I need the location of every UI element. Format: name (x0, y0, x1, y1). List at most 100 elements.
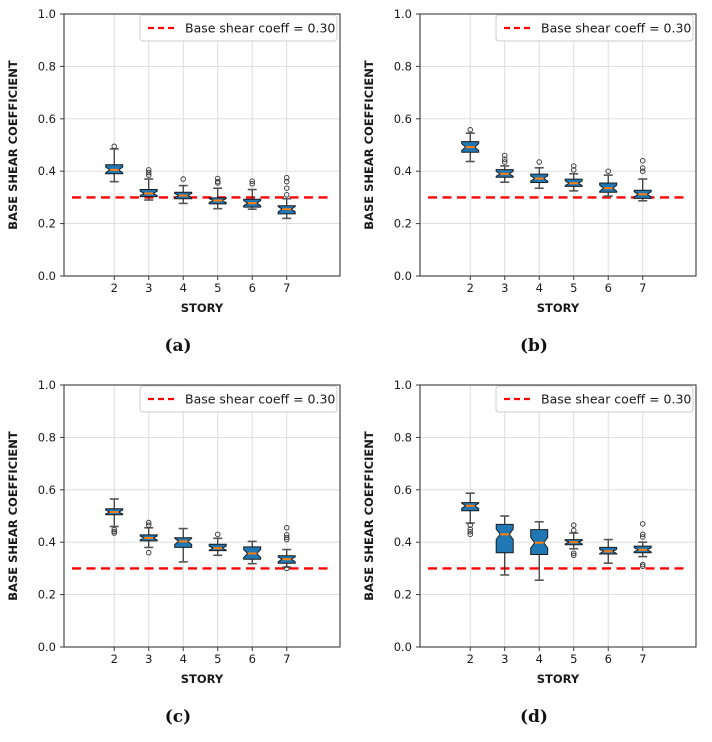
plot-border (63, 384, 341, 648)
x-tick-label: 5 (214, 281, 221, 295)
y-tick-label: 0.2 (394, 217, 412, 231)
y-tick-label: 1.0 (394, 7, 412, 21)
subplot-caption-d: (d) (520, 707, 548, 727)
y-tick-label: 0.8 (394, 59, 412, 73)
x-tick-label: 4 (180, 281, 187, 295)
outlier-point (145, 522, 152, 528)
box-story-5 (564, 522, 583, 559)
x-tick-label: 6 (249, 281, 256, 295)
outlier-point (570, 163, 577, 169)
y-axis-label: BASE SHEAR COEFFICIENT (6, 431, 20, 601)
subplot-caption-c: (c) (164, 707, 192, 727)
y-axis-label: BASE SHEAR COEFFICIENT (362, 60, 376, 230)
outlier-point (536, 159, 542, 165)
y-tick-label: 0.6 (38, 483, 56, 497)
legend: Base shear coeff = 0.30 (495, 14, 694, 42)
outlier-point (501, 152, 508, 159)
y-tick-label: 0.0 (394, 269, 412, 283)
outlier-point (501, 156, 508, 163)
outlier-point (467, 526, 473, 532)
y-tick-label: 0.6 (394, 483, 412, 497)
outlier-point (570, 550, 577, 556)
x-tick-label: 6 (249, 652, 256, 666)
y-tick-label: 0.4 (38, 535, 56, 549)
x-tick-label: 4 (180, 652, 187, 666)
outlier-point (283, 192, 290, 198)
x-axis-label: STORY (537, 672, 580, 686)
legend-label: Base shear coeff = 0.30 (541, 392, 691, 407)
y-tick-label: 0.4 (394, 164, 412, 178)
box-story-2 (461, 127, 480, 163)
box-story-6 (243, 540, 262, 565)
outlier-point (111, 530, 117, 536)
plot-border (63, 13, 341, 277)
outlier-point (145, 549, 152, 556)
outlier-point (283, 174, 290, 181)
x-tick-label: 7 (283, 652, 290, 666)
outlier-point (111, 528, 117, 535)
outlier-point (570, 522, 577, 528)
box-story-2 (461, 492, 480, 538)
outlier-point (283, 532, 290, 538)
box-story-5 (564, 163, 583, 192)
outlier-point (283, 565, 290, 572)
y-tick-label: 0.0 (38, 269, 56, 283)
gridlines (64, 13, 340, 277)
box-story-3 (139, 519, 158, 556)
legend-box (139, 14, 338, 42)
x-tick-label: 7 (639, 281, 646, 295)
gridlines (420, 384, 696, 648)
outlier-point (639, 157, 646, 164)
y-tick-label: 1.0 (38, 7, 56, 21)
x-tick-label: 2 (467, 281, 474, 295)
y-tick-label: 0.8 (38, 430, 56, 444)
outlier-point (605, 168, 611, 174)
outlier-point (501, 159, 508, 165)
y-tick-label: 0.6 (394, 112, 412, 126)
y-tick-label: 0.8 (394, 430, 412, 444)
legend-box (495, 14, 694, 42)
box-story-7 (277, 525, 296, 572)
box-story-7 (633, 521, 652, 570)
outlier-point (570, 552, 577, 559)
axis-ticks: 0.0 0.2 0.4 0.6 0.8 1.0 2 3 4 5 6 7 (394, 7, 647, 295)
x-tick-label: 2 (111, 652, 118, 666)
boxplot-chart-d: 0.0 0.2 0.4 0.6 0.8 1.0 2 3 4 5 6 7 STORY BASE SHEAR … (362, 378, 697, 686)
x-tick-label: 6 (605, 652, 612, 666)
y-tick-label: 0.2 (38, 588, 56, 602)
box-story-2 (105, 498, 124, 536)
legend: Base shear coeff = 0.30 (139, 385, 338, 413)
box-story-3 (495, 152, 514, 184)
outlier-point (639, 165, 646, 171)
x-tick-label: 6 (605, 281, 612, 295)
y-tick-label: 0.4 (38, 164, 56, 178)
gridlines (64, 384, 340, 648)
x-tick-label: 4 (536, 281, 543, 295)
y-tick-label: 0.0 (38, 640, 56, 654)
y-tick-label: 0.2 (38, 217, 56, 231)
outlier-point (180, 176, 186, 182)
outlier-point (145, 519, 152, 526)
x-tick-label: 2 (467, 652, 474, 666)
legend-box (495, 385, 694, 413)
outlier-point (467, 528, 473, 535)
box-story-2 (105, 143, 124, 183)
x-axis-label: STORY (537, 301, 580, 315)
box-story-4 (530, 520, 549, 581)
box-story-7 (277, 174, 296, 220)
x-tick-label: 3 (501, 652, 508, 666)
x-tick-label: 5 (214, 652, 221, 666)
outlier-point (283, 185, 290, 191)
x-axis-label: STORY (181, 301, 224, 315)
x-tick-label: 3 (145, 281, 152, 295)
outlier-point (639, 168, 646, 174)
box-story-5 (208, 175, 227, 210)
boxplot-chart-c: 0.0 0.2 0.4 0.6 0.8 1.0 2 3 4 5 6 7 STORY BASE SHEAR … (6, 378, 341, 686)
outlier-point (145, 172, 152, 178)
subplot-caption-a: (a) (164, 336, 192, 356)
outlier-point (570, 167, 577, 173)
outlier-point (467, 522, 473, 528)
legend: Base shear coeff = 0.30 (139, 14, 338, 42)
